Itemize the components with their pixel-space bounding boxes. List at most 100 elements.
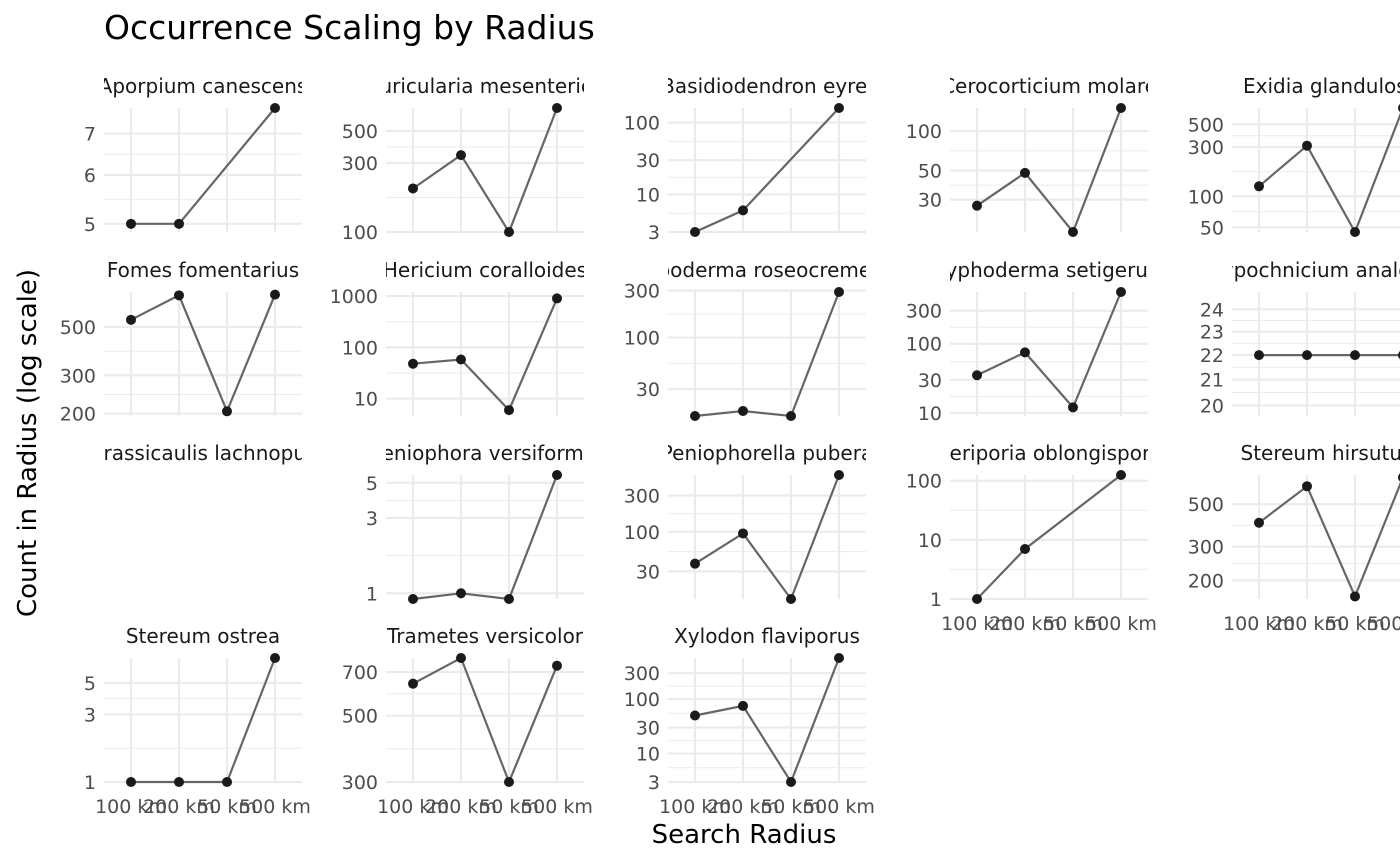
y-tick-label: 3 xyxy=(84,704,96,726)
data-point xyxy=(270,289,280,300)
y-tick-label: 30 xyxy=(636,150,660,172)
y-tick-label: 500 xyxy=(342,706,378,728)
facet-strip-label: Hyphoderma setigerum xyxy=(931,258,1168,282)
y-tick-label: 500 xyxy=(342,121,378,143)
data-point xyxy=(1020,347,1030,358)
y-tick-label: 30 xyxy=(918,190,942,212)
data-point xyxy=(1350,591,1360,602)
y-tick-label: 23 xyxy=(1200,322,1224,344)
data-point xyxy=(1302,140,1312,151)
series-line xyxy=(976,107,1123,235)
x-tick-label: 500 km xyxy=(521,796,593,818)
x-tick-label: 100 km xyxy=(941,613,1013,635)
y-tick-label: 300 xyxy=(60,365,96,387)
x-tick-label: 500 km xyxy=(239,796,311,818)
y-tick-label: 100 xyxy=(906,471,942,493)
facet-strip-label: Peniophora versiformis xyxy=(370,441,600,465)
series-line xyxy=(412,474,559,601)
facet-panel: Hyphoderma setigerum 10 30 100 300 xyxy=(906,258,1168,425)
facet-strip-label: Hypoderma roseocremeum xyxy=(631,258,904,282)
data-point xyxy=(834,103,844,113)
y-tick-label: 30 xyxy=(636,379,660,401)
y-tick-label: 3 xyxy=(648,222,660,244)
y-tick-label: 1000 xyxy=(330,286,378,308)
x-tick-label: 100 km xyxy=(1223,613,1295,635)
series-line xyxy=(1258,481,1400,600)
y-tick-label: 6 xyxy=(84,165,96,187)
y-tick-label: 1 xyxy=(930,589,942,611)
y-tick-label: 500 xyxy=(60,317,96,339)
data-point xyxy=(1302,350,1312,361)
x-tick-label: 200 km xyxy=(707,796,779,818)
y-tick-label: 300 xyxy=(624,663,660,685)
y-tick-label: 300 xyxy=(624,486,660,508)
data-point xyxy=(270,653,280,663)
data-point xyxy=(738,205,748,216)
data-point xyxy=(690,558,700,569)
facet-panel: Peniophora versiformis 1 3 5 xyxy=(366,441,600,605)
data-point xyxy=(1302,481,1312,492)
y-tick-label: 1 xyxy=(84,772,96,794)
data-point xyxy=(834,653,844,663)
data-point xyxy=(786,777,796,787)
facet-panel: Fomes fomentarius 200 300 500 xyxy=(60,258,302,426)
facet-strip-label: Ceriporia oblongispora xyxy=(936,441,1163,465)
data-point xyxy=(738,405,748,416)
data-point xyxy=(1350,350,1360,361)
x-tick-label: 50 km xyxy=(1043,613,1103,635)
facet-strip-label: Fomes fomentarius xyxy=(107,258,299,282)
x-tick-label: 200 km xyxy=(989,613,1061,635)
data-point xyxy=(126,777,136,787)
facet-panel: Basidiodendron eyrei 3 10 30 100 xyxy=(624,74,873,244)
facet-strip-label: Peniophorella pubera xyxy=(661,441,873,465)
facet-strip-label: Stereum hirsutum xyxy=(1241,441,1400,465)
y-tick-label: 100 xyxy=(1188,186,1224,208)
data-point xyxy=(834,287,844,297)
data-point xyxy=(552,103,562,113)
y-tick-label: 21 xyxy=(1200,370,1224,392)
y-tick-label: 24 xyxy=(1200,299,1224,321)
data-point xyxy=(408,358,418,369)
series-line xyxy=(130,293,277,415)
y-tick-label: 22 xyxy=(1200,345,1224,367)
x-tick-label: 500 km xyxy=(1085,613,1157,635)
facet-strip-label: Crassicaulis lachnopus xyxy=(90,441,317,465)
y-tick-label: 700 xyxy=(342,662,378,684)
facet-panel: Crassicaulis lachnopus xyxy=(90,441,317,465)
chart-title: Occurrence Scaling by Radius xyxy=(104,8,595,47)
y-tick-label: 100 xyxy=(624,689,660,711)
data-point xyxy=(126,218,136,229)
x-tick-label: 200 km xyxy=(1271,613,1343,635)
facet-strip-label: Hericium coralloides xyxy=(383,258,587,282)
series-line xyxy=(694,291,841,418)
y-tick-label: 100 xyxy=(906,121,942,143)
series-line xyxy=(694,657,841,785)
x-tick-label: 200 km xyxy=(143,796,215,818)
data-point xyxy=(408,183,418,194)
data-point xyxy=(408,594,418,604)
data-point xyxy=(690,411,700,421)
series-line xyxy=(976,291,1123,410)
y-tick-label: 10 xyxy=(354,389,378,411)
y-tick-label: 100 xyxy=(342,222,378,244)
facet-panel: Auricularia mesenterica 100 300 500 xyxy=(342,74,584,244)
data-point xyxy=(1254,517,1264,528)
data-point xyxy=(972,370,982,381)
x-tick-label: 100 km xyxy=(377,796,449,818)
y-tick-label: 100 xyxy=(624,522,660,544)
data-point xyxy=(222,406,232,417)
y-tick-label: 300 xyxy=(342,153,378,175)
facet-strip-label: Basidiodendron eyrei xyxy=(661,74,873,98)
data-point xyxy=(270,103,280,113)
x-tick-label: 50 km xyxy=(761,796,821,818)
x-tick-label: 200 km xyxy=(425,796,497,818)
x-tick-label: 50 km xyxy=(1325,613,1385,635)
y-tick-label: 50 xyxy=(918,161,942,183)
y-tick-label: 20 xyxy=(1200,395,1224,417)
